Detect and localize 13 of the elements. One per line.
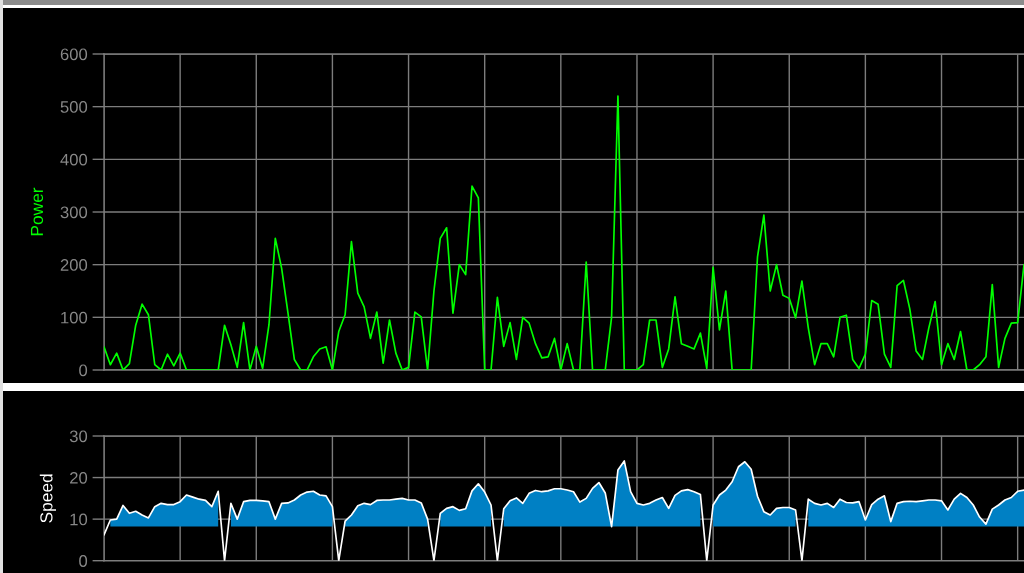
y-tick-label: 600: [60, 48, 88, 61]
y-tick-label: 100: [61, 311, 88, 324]
y-tick-label: 30: [69, 430, 88, 443]
y-tick-label: 500: [60, 101, 88, 113]
y-axis-title: Speed: [39, 474, 56, 523]
y-tick-label: 10: [70, 513, 88, 526]
y-tick-label: 0: [79, 364, 88, 377]
y-tick-label: 300: [60, 206, 88, 219]
y-axis-title: Power: [30, 187, 44, 236]
y-tick-label: 0: [79, 555, 88, 567]
y-tick-label: 200: [60, 259, 88, 271]
y-tick-label: 20: [70, 471, 88, 484]
y-tick-label: 400: [60, 153, 88, 166]
